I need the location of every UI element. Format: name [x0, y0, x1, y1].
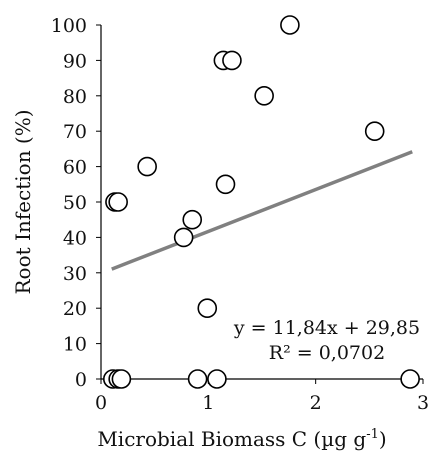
x-tick-label: 3 — [417, 392, 429, 414]
trendline — [111, 150, 413, 271]
y-axis-title: Root Infection (%) — [11, 109, 35, 294]
data-point — [207, 369, 227, 389]
data-point — [280, 15, 300, 35]
y-tick-label: 30 — [63, 263, 87, 285]
r-squared-label: R² = 0,0702 — [269, 342, 385, 364]
data-point — [187, 369, 208, 389]
x-tick-label: 0 — [95, 392, 107, 414]
y-tick-label: 0 — [75, 369, 87, 391]
y-tick-label: 90 — [63, 50, 87, 72]
data-point — [364, 121, 385, 141]
y-tick-label: 70 — [63, 121, 87, 143]
data-point — [197, 298, 218, 319]
y-tick-label: 40 — [63, 227, 87, 249]
y-tick-label: 100 — [51, 15, 87, 37]
trendline-group — [111, 150, 413, 271]
data-points — [103, 15, 420, 389]
y-tick-label: 10 — [63, 334, 87, 356]
x-tick-group: 0 1 2 3 — [95, 379, 429, 414]
y-tick-label: 80 — [63, 86, 87, 108]
x-axis-title: Microbial Biomass C (µg g-1) — [97, 427, 386, 451]
data-point — [400, 369, 420, 389]
data-point — [215, 174, 236, 195]
data-point — [111, 369, 132, 389]
y-tick-label: 20 — [63, 298, 87, 320]
y-tick-label: 50 — [63, 192, 87, 214]
data-point — [254, 86, 274, 106]
x-tick-label: 1 — [202, 392, 214, 414]
data-point — [137, 156, 157, 177]
data-point — [173, 227, 194, 248]
data-point — [222, 50, 242, 71]
y-tick-group: 0 10 20 30 40 50 60 70 80 90 100 — [51, 15, 101, 391]
y-tick-label: 60 — [63, 157, 87, 179]
x-tick-label: 2 — [310, 392, 322, 414]
trendline-equation: y = 11,84x + 29,85 — [233, 317, 420, 339]
data-point — [108, 192, 128, 212]
data-point — [182, 209, 203, 230]
